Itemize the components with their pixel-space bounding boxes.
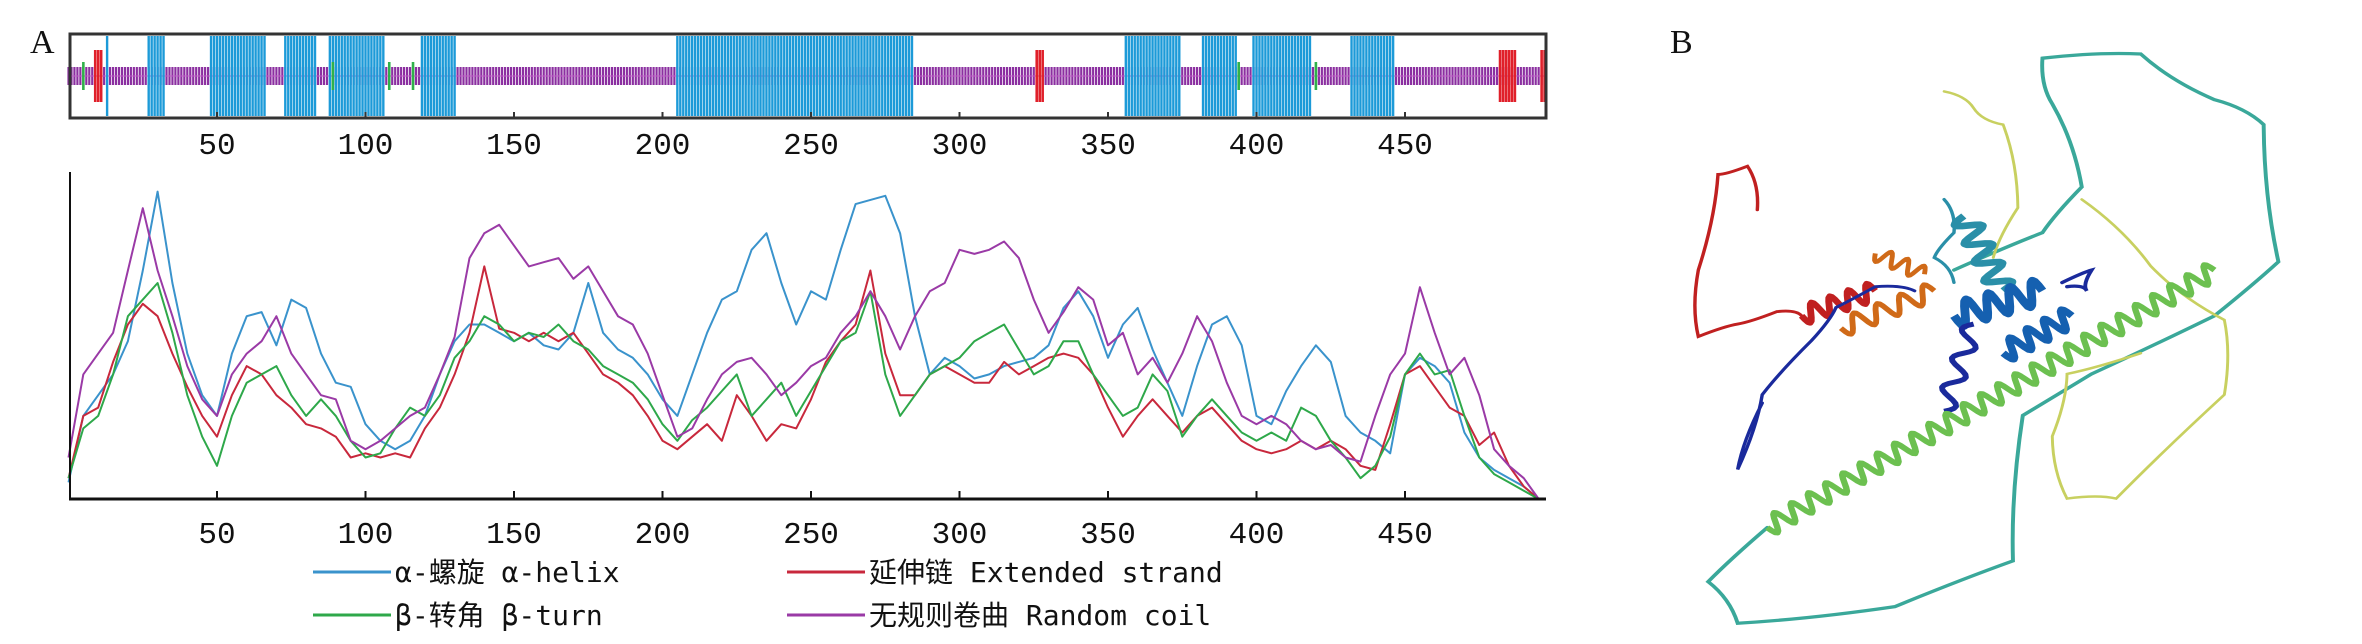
track-tick-label: 350	[1080, 129, 1136, 164]
legend-label: 无规则卷曲 Random coil	[869, 599, 1211, 632]
plot-tick-label: 100	[338, 518, 394, 553]
helix-ribbon	[1939, 321, 1979, 414]
helix-segment	[1124, 36, 1181, 116]
legend-label: β-转角 β-turn	[395, 599, 603, 632]
helix-ribbon	[1950, 276, 2047, 330]
track-axis-ticks: 50 100 150 200 250 300 350 400 450	[198, 112, 1433, 164]
helix-ribbon	[1950, 213, 2017, 294]
coil-loop	[2050, 198, 2230, 500]
coil-loop	[1693, 164, 1804, 339]
extended-segment	[93, 50, 103, 102]
plot-tick-label: 450	[1377, 518, 1433, 553]
helix-segment	[1350, 36, 1395, 116]
plot-tick-label: 250	[783, 518, 839, 553]
plot-tick-label: 150	[486, 518, 542, 553]
helix-segment	[147, 36, 165, 116]
coil-loop	[1942, 90, 2020, 259]
track-tick-label: 50	[198, 129, 235, 164]
coil-loop	[2060, 267, 2096, 292]
helix-segment	[676, 36, 914, 116]
helix-segment	[420, 36, 456, 116]
plot-tick-label: 400	[1229, 518, 1285, 553]
plot-tick-label: 350	[1080, 518, 1136, 553]
helix-segment	[1201, 36, 1237, 116]
track-tick-label: 400	[1229, 129, 1285, 164]
series-line	[67, 282, 1540, 500]
helix-ribbon	[1765, 262, 2217, 536]
track-tick-label: 150	[486, 129, 542, 164]
series-line	[67, 190, 1540, 500]
panel-b-label: B	[1670, 24, 1693, 61]
track-frame	[68, 32, 1548, 120]
plot-tick-label: 200	[635, 518, 691, 553]
secondary-structure-chart: 50 100 150 200 250 300 350 400 450 50 100 150 200 25…	[67, 32, 1548, 632]
track-tick-label: 250	[783, 129, 839, 164]
legend: α-螺旋 α-helix 延伸链 Extended strand β-转角 β-tu…	[313, 556, 1223, 632]
track-tick-label: 450	[1377, 129, 1433, 164]
track-tick-label: 200	[635, 129, 691, 164]
helix-segment	[1252, 36, 1312, 116]
protein-3d-structure	[1693, 51, 2281, 625]
plot-tick-label: 300	[932, 518, 988, 553]
helix-ribbon	[1798, 280, 1878, 326]
track-tick-label: 300	[932, 129, 988, 164]
track-tick-label: 100	[338, 129, 394, 164]
helix-ribbon	[1838, 282, 1937, 337]
series-line	[67, 265, 1540, 500]
line-plot	[67, 172, 1546, 501]
secondary-structure-track	[67, 32, 1548, 120]
extended-segment	[1498, 50, 1517, 102]
series-line	[67, 207, 1540, 500]
coil-loop	[1932, 197, 1956, 284]
helix-segment	[284, 36, 317, 116]
legend-label: 延伸链 Extended strand	[869, 556, 1223, 589]
legend-label: α-螺旋 α-helix	[395, 556, 620, 589]
helix-ribbon	[2000, 306, 2075, 363]
coil-loop	[1735, 284, 1917, 471]
plot-axis-ticks: 50 100 150 200 250 300 350 400 450	[198, 491, 1433, 553]
helix-ribbon	[1872, 249, 1928, 278]
protein-ribbon-model	[1693, 51, 2281, 625]
coil-loop	[1705, 51, 2281, 625]
plot-tick-label: 50	[198, 518, 235, 553]
extended-segment	[1035, 50, 1044, 102]
helix-segment	[328, 36, 385, 116]
panel-a-label: A	[30, 24, 55, 61]
helix-segment	[209, 36, 266, 116]
